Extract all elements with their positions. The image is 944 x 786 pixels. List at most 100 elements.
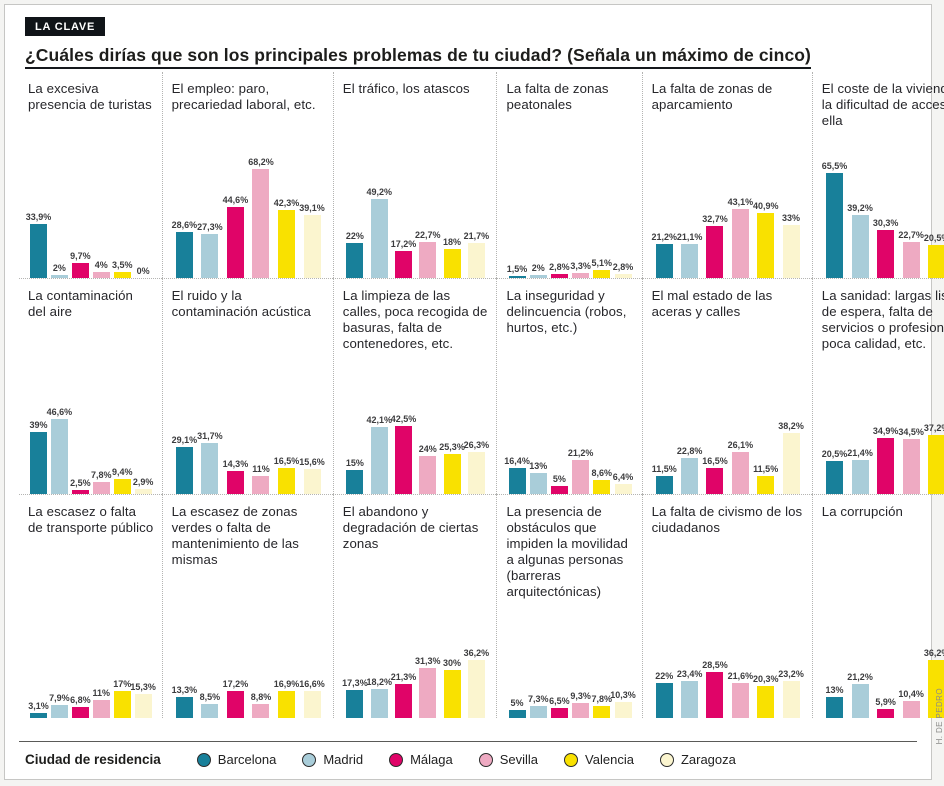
bar-zaragoza [134, 693, 152, 718]
bar-column-madrid: 8,5% [197, 692, 223, 718]
bar-madrid [370, 199, 388, 278]
bar-column-zaragoza: 21,7% [464, 231, 489, 278]
bar-value-label: 65,5% [821, 161, 848, 172]
bar-group: 11,5% 22,8% 16,5% 26,1% 11,5% 38,2% [652, 421, 804, 494]
chart-panel-title: La inseguridad y delincuencia (robos, hu… [506, 288, 627, 336]
bar-column-zaragoza: 36,2% [464, 648, 489, 718]
panels-grid: La excesiva presencia de turistas 33,9% 2%… [19, 72, 944, 741]
bar-málaga [71, 262, 89, 278]
bar-sevilla [731, 209, 749, 278]
bar-group: 33,9% 2% 9,7% 4% 3,5% 0% [26, 212, 154, 278]
bar-column-madrid: 7,9% [49, 693, 70, 718]
bar-málaga [395, 426, 412, 494]
bar-value-label: 17,2% [390, 238, 417, 249]
bar-barcelona [346, 470, 364, 494]
bar-column-málaga: 2,8% [549, 262, 570, 278]
bar-valencia [593, 480, 611, 494]
bar-column-málaga: 42,5% [391, 414, 416, 494]
bar-column-barcelona: 11,5% [652, 464, 677, 494]
bar-column-valencia: 20,3% [753, 674, 778, 718]
bar-valencia [113, 272, 131, 278]
bar-sevilla [572, 460, 590, 494]
bar-málaga [71, 707, 89, 718]
legend-city-name: Málaga [410, 752, 453, 767]
bar-value-label: 4% [94, 259, 108, 270]
bar-value-label: 22% [345, 230, 364, 241]
bar-column-málaga: 44,6% [223, 195, 248, 278]
bar-barcelona [655, 244, 673, 278]
bar-group: 17,3% 18,2% 21,3% 31,3% 30% 36,2% [342, 648, 489, 718]
bar-madrid [681, 244, 699, 278]
bar-column-valencia: 8,6% [591, 468, 612, 494]
bar-column-sevilla: 24% [416, 444, 440, 494]
bar-value-label: 29,1% [171, 435, 198, 446]
bar-column-málaga: 6,8% [70, 695, 91, 718]
bar-column-valencia: 3,5% [112, 260, 133, 278]
bar-value-label: 2% [52, 262, 66, 273]
chart-panel-title: El coste de la vivienda y la dificultad … [821, 81, 944, 129]
bar-column-sevilla: 22,7% [415, 230, 441, 278]
chart-panel-title: El mal estado de las aceras y calles [651, 288, 773, 320]
chart-panel-title: El empleo: paro, precariedad laboral, et… [171, 81, 316, 113]
bar-málaga [706, 225, 724, 278]
legend-item-madrid: Madrid [302, 752, 363, 767]
bar-column-barcelona: 3,1% [28, 701, 49, 718]
bar-value-label: 3,5% [111, 260, 133, 271]
bar-column-málaga: 2,5% [70, 478, 91, 494]
bar-column-zaragoza: 6,4% [612, 472, 633, 494]
bar-column-málaga: 32,7% [702, 214, 728, 278]
bar-group: 22% 23,4% 28,5% 21,6% 20,3% 23,2% [652, 660, 804, 718]
bar-column-sevilla: 7,8% [91, 470, 112, 494]
bar-column-barcelona: 13,3% [172, 685, 197, 718]
bar-column-málaga: 5% [549, 474, 570, 494]
bar-value-label: 9,4% [111, 467, 133, 477]
chart-panel: La presencia de obstáculos que impiden l… [496, 494, 642, 718]
bar-value-label: 17,3% [342, 678, 368, 689]
bar-column-barcelona: 28,6% [172, 220, 197, 278]
bar-sevilla [92, 700, 110, 718]
bar-value-label: 43,1% [727, 197, 754, 207]
chart-panel-title: La escasez o falta de transporte público [28, 504, 154, 536]
bar-málaga [71, 490, 89, 494]
bar-column-madrid: 39,2% [847, 203, 873, 278]
bar-málaga [550, 707, 568, 718]
bar-valencia [278, 467, 295, 494]
bar-málaga [226, 206, 244, 278]
header: LA CLAVE ¿Cuáles dirías que son los prin… [19, 5, 917, 72]
chart-panel-title: La corrupción [821, 504, 903, 519]
bar-column-málaga: 21,3% [391, 672, 416, 718]
bar-valencia [928, 434, 944, 494]
bar-barcelona [655, 475, 673, 494]
bar-zaragoza [467, 243, 485, 278]
bar-málaga [877, 438, 895, 494]
bar-group: 16,4% 13% 5% 21,2% 8,6% 6,4% [504, 448, 633, 494]
bar-group: 3,1% 7,9% 6,8% 11% 17% 15,3% [28, 679, 156, 718]
bar-value-label: 11,5% [753, 463, 779, 474]
bar-madrid [681, 457, 699, 494]
bar-column-barcelona: 13% [822, 685, 848, 718]
bar-column-madrid: 23,4% [677, 669, 702, 718]
bar-value-label: 39,2% [847, 203, 873, 214]
bar-value-label: 7,8% [591, 693, 613, 704]
chart-panel-title: La escasez de zonas verdes o falta de ma… [171, 504, 299, 568]
bar-zaragoza [303, 215, 321, 278]
bar-value-label: 30,3% [872, 217, 899, 228]
legend-swatch-icon [196, 752, 211, 767]
bar-value-label: 15,3% [130, 681, 156, 692]
bar-value-label: 36,2% [923, 648, 944, 659]
bar-column-valencia: 11,5% [753, 464, 778, 494]
bar-value-label: 2,5% [70, 478, 91, 488]
bar-sevilla [92, 481, 110, 494]
bar-group: 13%21,2%5,9%10,4%36,2%15,5% [822, 648, 944, 718]
bar-column-málaga: 16,5% [702, 456, 728, 494]
bar-málaga [395, 683, 412, 718]
bar-column-málaga: 6,5% [549, 696, 570, 718]
bar-column-barcelona: 16,4% [504, 456, 530, 494]
bar-value-label: 1,5% [506, 263, 528, 274]
bar-valencia [113, 479, 131, 494]
bar-málaga [706, 672, 724, 718]
legend: Ciudad de residencia Barcelona Madrid Mála… [19, 741, 917, 779]
bar-group: 65,5%39,2%30,3%22,7%20,5%19,5% [822, 161, 944, 278]
chart-panel-title: La limpieza de las calles, poca recogida… [342, 288, 488, 352]
bar-column-valencia: 16,9% [274, 679, 299, 718]
